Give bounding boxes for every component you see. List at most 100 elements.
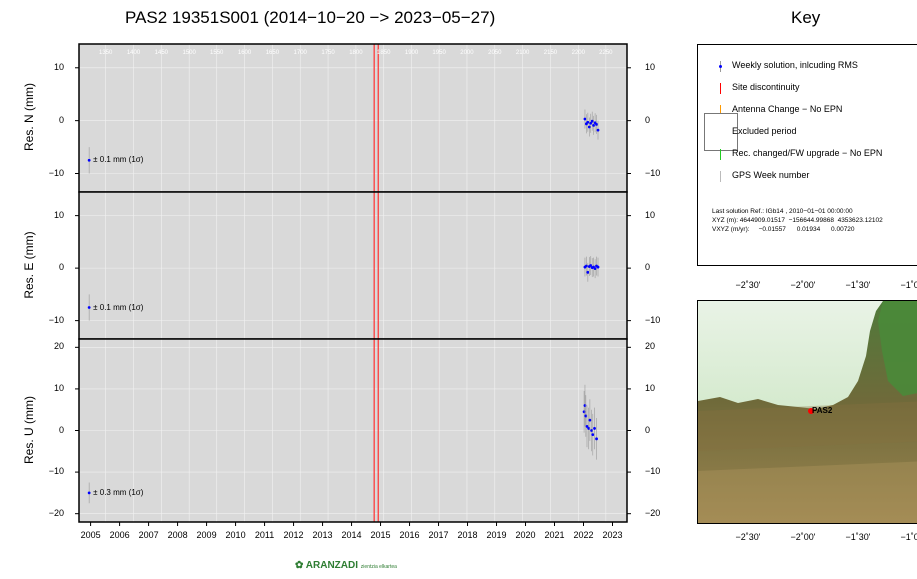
map-longitude-label: −1˚00' [900,532,917,542]
x-tick-label: 2015 [370,530,391,540]
key-box: Weekly solution, inlcuding RMS Site disco… [697,44,917,266]
map-longitude-label: −2˚30' [735,280,761,290]
y-tick-label-right: −10 [645,167,661,178]
x-tick-label: 2007 [138,530,159,540]
panel-frame-u [78,338,628,523]
x-tick-label: 2006 [109,530,130,540]
y-tick-label-right: −20 [645,507,661,518]
key-marker [720,149,721,160]
gps-week-label: 2200 [571,50,585,56]
y-tick-label: 10 [53,209,64,220]
gps-week-label: 2250 [599,50,613,56]
y-tick-label: −10 [48,314,64,325]
data-point [595,122,598,126]
x-tick-label: 2019 [486,530,507,540]
map-terrain [698,301,917,523]
key-label: Weekly solution, inlcuding RMS [732,60,858,70]
x-tick-label: 2010 [225,530,246,540]
gps-week-label: 1400 [126,50,141,56]
key-label: GPS Week number [732,170,810,180]
y-tick-label: −20 [48,507,64,518]
y-tick-label-right: 0 [645,114,651,125]
x-tick-label: 2018 [457,530,478,540]
data-point [590,119,594,123]
rms-marker [87,491,91,495]
map-longitude-label: −1˚00' [900,280,917,290]
x-tick-label: 2009 [196,530,217,540]
gps-week-label: 1800 [349,50,363,56]
gps-week-label: 1700 [293,50,307,56]
gps-week-label: 1450 [154,50,169,56]
y-tick-label-right: 0 [645,262,651,273]
rms-label-u: ± 0.3 mm (1σ) [93,487,144,497]
map-longitude-label: −1˚30' [845,280,871,290]
key-label: Site discontinuity [732,82,800,92]
gps-week-label: 1550 [210,50,224,56]
y-tick-label: −10 [48,167,64,178]
y-axis-label-u: Res. U (mm) [22,395,36,464]
map-longitude-label: −2˚00' [790,532,816,542]
y-axis-label-e: Res. E (mm) [22,230,36,299]
y-tick-label-right: 0 [645,424,651,435]
y-tick-label-right: −10 [645,466,661,477]
x-tick-label: 2011 [254,530,275,540]
key-marker [720,171,721,182]
gps-week-label: 1750 [321,50,335,56]
y-tick-label-right: 20 [645,341,656,352]
gps-week-label: 1900 [404,50,419,56]
gps-week-label: 1600 [237,50,252,56]
data-point [595,437,598,441]
data-point [587,125,591,129]
x-tick-label: 2021 [544,530,565,540]
key-marker [720,83,721,94]
panel-background-n [79,44,627,192]
data-point [592,124,596,127]
key-marker [720,105,721,116]
y-tick-label-right: 10 [645,61,656,72]
data-point [589,264,593,267]
y-tick-label: −10 [48,466,64,477]
y-tick-label: 0 [58,262,64,273]
key-excluded-swatch [704,113,738,151]
gps-week-label: 2000 [460,50,474,56]
logo-text: ARANZADI [305,560,359,571]
y-tick-label-right: 10 [645,382,656,393]
aranzadi-logo: ✿ ARANZADI zientzia elkartea [295,560,397,571]
key-label: Antenna Change − No EPN [732,104,843,114]
key-dot [719,65,722,68]
y-tick-label: 0 [58,424,64,435]
y-tick-label: 10 [53,61,64,72]
x-tick-label: 2020 [515,530,536,540]
station-label: PAS2 [812,406,833,415]
x-tick-label: 2005 [80,530,101,540]
x-tick-label: 2017 [428,530,449,540]
rms-marker [87,306,91,309]
data-point [588,418,592,422]
y-axis-label-n: Res. N (mm) [22,83,36,151]
rms-marker [87,158,91,162]
key-title: Key [791,8,821,27]
data-point [583,117,587,121]
data-point [585,264,588,268]
y-tick-label-right: −10 [645,314,661,325]
gps-week-label: 2100 [515,50,530,56]
station-marker [808,408,814,414]
data-point [590,429,594,432]
rms-label-e: ± 0.1 mm (1σ) [93,302,144,312]
map-longitude-label: −2˚00' [790,280,816,290]
data-point [586,120,590,124]
key-info-line2: XYZ (m): 4644909.01517 −156644.99868 435… [712,217,883,224]
chart-title: PAS2 19351S001 (2014−10−20 −> 2023−05−27… [125,8,496,27]
key-info-line1: Last solution Ref.: IGb14 , 2010−01−01 0… [712,208,853,215]
gps-week-label: 2150 [543,50,558,56]
x-tick-label: 2008 [167,530,188,540]
logo-subtext: zientzia elkartea [360,564,397,570]
gps-week-label: 1950 [432,50,446,56]
y-tick-label-right: 10 [645,209,656,220]
data-point [591,433,595,437]
key-info-line3: VXYZ (m/yr): −0.01557 0.01934 0.00720 [712,226,855,233]
map-longitude-label: −1˚30' [845,532,871,542]
data-point [593,267,597,271]
data-point [587,427,591,430]
